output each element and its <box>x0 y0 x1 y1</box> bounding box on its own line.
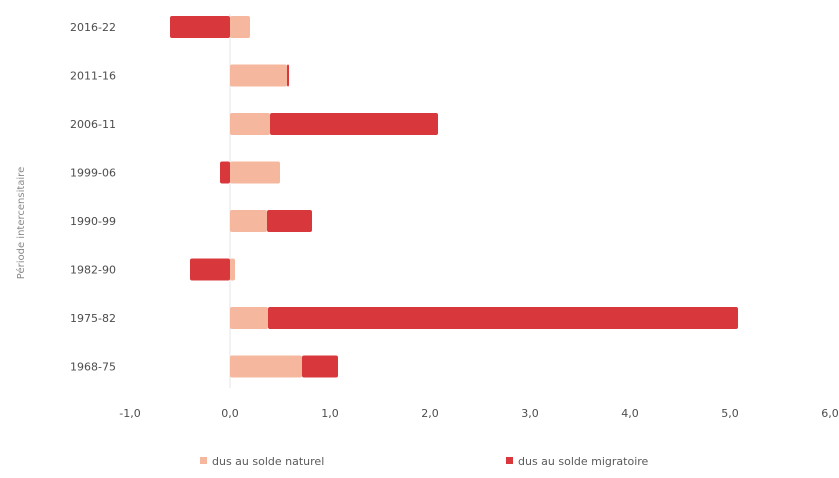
x-tick-label: 2,0 <box>421 407 439 420</box>
legend-label-migratory: dus au solde migratoire <box>518 455 649 468</box>
bar-migratory <box>190 258 230 281</box>
x-tick-label: 5,0 <box>721 407 739 420</box>
bar-migratory <box>302 355 338 378</box>
category-label: 2006-11 <box>70 118 116 131</box>
x-tick-label: -1,0 <box>119 407 140 420</box>
bar-migratory <box>220 161 230 184</box>
bar-migratory <box>170 16 230 38</box>
category-label: 1968-75 <box>70 361 116 374</box>
bar-natural <box>230 210 267 232</box>
bar-natural <box>230 64 287 87</box>
bar-natural <box>230 355 302 378</box>
bar-natural <box>230 307 268 329</box>
bar-natural <box>230 161 280 184</box>
category-label: 1999-06 <box>70 167 116 180</box>
legend-swatch-migratory <box>506 457 513 464</box>
x-tick-label: 6,0 <box>821 407 839 420</box>
y-axis-label: Période intercensitaire <box>15 167 27 279</box>
bar-natural <box>230 113 270 135</box>
category-label: 1990-99 <box>70 215 116 228</box>
category-label: 1975-82 <box>70 312 116 325</box>
bar-natural <box>230 16 250 38</box>
category-label: 2011-16 <box>70 70 116 83</box>
bar-natural <box>230 258 235 281</box>
x-tick-label: 1,0 <box>321 407 339 420</box>
category-label: 2016-22 <box>70 21 116 34</box>
x-tick-label: 0,0 <box>221 407 239 420</box>
bar-migratory <box>287 64 289 87</box>
bar-migratory <box>270 113 438 135</box>
legend: dus au solde naturel dus au solde migrat… <box>200 455 649 468</box>
category-label: 1982-90 <box>70 264 116 277</box>
bar-migratory <box>268 307 738 329</box>
x-tick-label: 4,0 <box>621 407 639 420</box>
bar-migratory <box>267 210 312 232</box>
legend-label-natural: dus au solde naturel <box>212 455 324 468</box>
x-tick-label: 3,0 <box>521 407 539 420</box>
legend-swatch-natural <box>200 457 207 464</box>
